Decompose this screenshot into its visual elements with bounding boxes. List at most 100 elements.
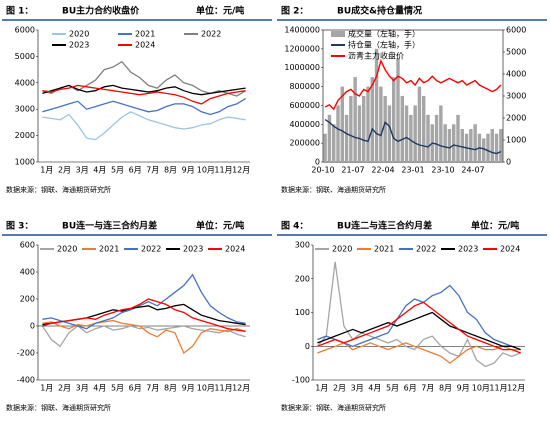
y-tick-label: 100 xyxy=(295,308,310,317)
series-line xyxy=(324,58,502,111)
y-tick-label: 0 xyxy=(30,322,35,331)
legend-label: 2024 xyxy=(135,41,155,50)
y2-tick-label: 1000 xyxy=(506,136,526,145)
x-tick-label: 2月 xyxy=(58,384,71,393)
series-line xyxy=(324,119,502,155)
bar xyxy=(452,124,456,162)
bar xyxy=(434,114,439,162)
legend-label: 2022 xyxy=(201,30,221,39)
unit: 单位：元/吨 xyxy=(196,220,244,232)
y-tick-label: 1000 xyxy=(15,158,35,167)
y2-tick-label: 2000 xyxy=(506,114,526,123)
bar xyxy=(413,105,417,162)
x-tick-label: 10月 xyxy=(197,166,215,175)
x-tick-label: 12月 xyxy=(232,384,250,393)
legend-label: 2021 xyxy=(135,30,155,39)
series-line xyxy=(317,311,521,351)
y-tick-label: -400 xyxy=(17,376,35,385)
x-tick-label: 5月 xyxy=(386,384,399,393)
bar xyxy=(486,133,490,162)
x-tick-label: 3月 xyxy=(76,384,89,393)
y-tick-label: 0 xyxy=(305,342,310,351)
bar xyxy=(340,86,344,162)
y-tick-label: -100 xyxy=(292,376,310,385)
chart-title: BU连二与连三合约月差 xyxy=(337,220,432,232)
x-tick-label: 3月 xyxy=(76,166,89,175)
x-tick-label: 9月 xyxy=(182,384,195,393)
x-tick-label: 12月 xyxy=(507,384,525,393)
source: 数据来源：钢联、海通期货研究所 xyxy=(281,403,386,412)
legend-label: 2021 xyxy=(99,245,119,254)
bar xyxy=(473,124,477,162)
y-tick-label: 1000000 xyxy=(284,63,320,72)
bar xyxy=(456,114,460,162)
bar xyxy=(404,105,409,162)
series-line xyxy=(317,284,521,351)
series-line xyxy=(42,98,246,116)
series-line xyxy=(42,298,246,333)
y-tick-label: 800000 xyxy=(289,82,320,91)
series-line xyxy=(42,303,246,326)
legend-label: 2023 xyxy=(69,41,89,50)
y2-tick-label: 0 xyxy=(506,158,511,167)
x-tick-label: 8月 xyxy=(164,166,177,175)
bar xyxy=(396,58,400,162)
y2-tick-label: 5000 xyxy=(506,48,526,57)
x-tick-label: 1月 xyxy=(40,166,53,175)
bar xyxy=(422,96,426,162)
x-tick-label: 1月 xyxy=(40,384,53,393)
y-tick-label: 300 xyxy=(295,241,310,250)
legend-label: 2023 xyxy=(183,245,203,254)
y-tick-label: -200 xyxy=(17,349,35,358)
x-tick-label: 11月 xyxy=(214,384,232,393)
bar xyxy=(443,124,447,162)
x-tick-label: 7月 xyxy=(421,384,434,393)
y-tick-label: 4000 xyxy=(15,78,35,87)
legend-label: 2022 xyxy=(141,245,161,254)
x-tick-label: 12月 xyxy=(232,166,250,175)
bar xyxy=(374,48,379,162)
y-tick-label: 1200000 xyxy=(284,44,320,53)
y-tick-label: 3000 xyxy=(15,105,35,114)
chart-title: BU连一与连三合约月差 xyxy=(62,220,157,232)
bar xyxy=(336,105,340,162)
x-tick-label: 8月 xyxy=(164,384,177,393)
bar xyxy=(357,105,362,162)
x-tick-label: 4月 xyxy=(93,166,106,175)
y-tick-label: 600000 xyxy=(289,101,320,110)
x-tick-label: 8月 xyxy=(439,384,452,393)
bar xyxy=(387,105,392,162)
y-tick-label: 2000 xyxy=(15,131,35,140)
unit: 单位：元/吨 xyxy=(471,220,519,232)
bar xyxy=(362,96,366,162)
x-tick-label: 10月 xyxy=(472,384,490,393)
legend-label: 2020 xyxy=(69,30,89,39)
figure-number: 图 1： xyxy=(6,6,33,17)
series-line xyxy=(316,261,521,368)
x-tick-label: 6月 xyxy=(129,166,142,175)
bar xyxy=(366,86,370,162)
x-tick-label: 5月 xyxy=(111,166,124,175)
series-line xyxy=(42,84,246,105)
y2-tick-label: 3000 xyxy=(506,92,526,101)
bar xyxy=(392,77,396,162)
legend-label: 2024 xyxy=(225,245,245,254)
bar xyxy=(379,86,383,162)
x-tick-label: 6月 xyxy=(129,384,142,393)
x-tick-label: 22-04 xyxy=(371,166,394,175)
bar xyxy=(383,96,387,162)
bar xyxy=(327,114,332,162)
chart-title: BU成交&持仓量情况 xyxy=(337,5,422,17)
bar xyxy=(349,96,353,162)
legend-swatch xyxy=(331,31,345,37)
y-tick-label: 6000 xyxy=(15,26,35,35)
series-line xyxy=(317,342,521,364)
chart-title: BU主力合约收盘价 xyxy=(62,5,140,17)
legend-label: 2024 xyxy=(500,245,520,254)
bar xyxy=(469,129,473,162)
series-line xyxy=(42,111,246,141)
x-tick-label: 7月 xyxy=(146,166,159,175)
series-line xyxy=(41,325,246,348)
legend-label: 2021 xyxy=(374,245,394,254)
y-tick-label: 1400000 xyxy=(284,26,320,35)
